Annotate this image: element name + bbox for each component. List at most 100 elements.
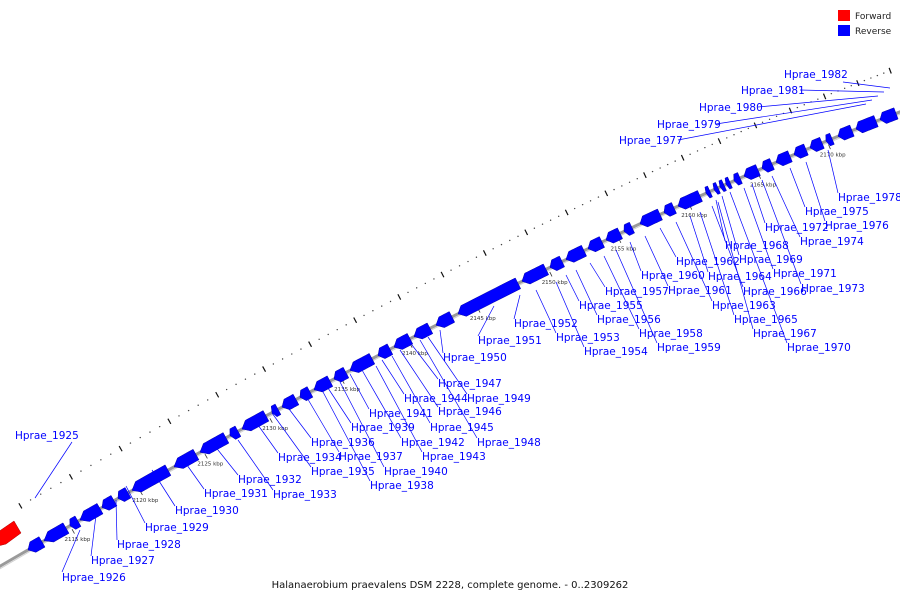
- gene-label[interactable]: Hprae_1935: [311, 466, 375, 478]
- gene-label[interactable]: Hprae_1966: [743, 286, 807, 298]
- gene-label[interactable]: Hprae_1927: [91, 555, 155, 567]
- gene-label[interactable]: Hprae_1975: [805, 206, 869, 218]
- gene-label[interactable]: Hprae_1979: [657, 119, 721, 131]
- gene-label[interactable]: Hprae_1969: [739, 254, 803, 266]
- gene-leader-line: [771, 175, 801, 238]
- gene-leader-line: [419, 339, 478, 439]
- gene-label[interactable]: Hprae_1959: [657, 342, 721, 354]
- gene-label[interactable]: Hprae_1943: [422, 451, 486, 463]
- gene-label[interactable]: Hprae_1970: [787, 342, 851, 354]
- gene-label[interactable]: Hprae_1978: [838, 192, 900, 204]
- scale-minor-dot: [541, 223, 544, 225]
- gene-feature-reverse: [718, 179, 727, 193]
- gene-leader-line: [399, 349, 439, 408]
- scale-minor-dot: [244, 378, 247, 380]
- gene-label[interactable]: Hprae_1930: [175, 505, 239, 517]
- gene-label[interactable]: Hprae_1980: [699, 102, 763, 114]
- gene-label[interactable]: Hprae_1957: [605, 286, 669, 298]
- gene-label[interactable]: Hprae_1940: [384, 466, 448, 478]
- gene-label[interactable]: Hprae_1962: [676, 256, 740, 268]
- kbp-tick-mark: [828, 144, 831, 150]
- gene-label[interactable]: Hprae_1981: [741, 85, 805, 97]
- gene-label[interactable]: Hprae_1973: [801, 283, 865, 295]
- scale-minor-dot: [830, 92, 833, 95]
- gene-label[interactable]: Hprae_1938: [370, 480, 434, 492]
- gene-label[interactable]: Hprae_1937: [339, 451, 403, 463]
- gene-feature-reverse: [704, 185, 713, 199]
- gene-leader-line: [629, 241, 642, 272]
- gene-leader-line: [644, 235, 669, 287]
- gene-leader-line: [349, 373, 370, 410]
- kbp-tick-mark: [269, 418, 273, 423]
- gene-label[interactable]: Hprae_1944: [404, 393, 468, 405]
- gene-feature-reverse: [117, 487, 132, 502]
- gene-leader-line: [761, 179, 802, 285]
- gene-label[interactable]: Hprae_1955: [579, 300, 643, 312]
- gene-label[interactable]: Hprae_1977: [619, 135, 683, 147]
- gene-label[interactable]: Hprae_1929: [145, 522, 209, 534]
- gene-label[interactable]: Hprae_1928: [117, 539, 181, 551]
- gene-label[interactable]: Hprae_1964: [708, 271, 772, 283]
- scale-minor-dot: [573, 207, 576, 210]
- gene-leader-line: [375, 365, 423, 453]
- scale-minor-dot: [696, 150, 699, 152]
- scale-minor-dot: [796, 106, 799, 109]
- gene-label[interactable]: Hprae_1925: [15, 430, 79, 442]
- gene-label[interactable]: Hprae_1926: [62, 572, 126, 584]
- gene-label[interactable]: Hprae_1963: [712, 300, 776, 312]
- gene-label[interactable]: Hprae_1961: [668, 285, 732, 297]
- scale-minor-dot: [850, 85, 852, 87]
- scale-minor-dot: [60, 481, 62, 484]
- gene-label[interactable]: Hprae_1949: [467, 393, 531, 405]
- gene-leader-line: [717, 201, 754, 330]
- gene-label[interactable]: Hprae_1950: [443, 352, 507, 364]
- kbp-tick-label: 2115 kbp: [64, 537, 90, 543]
- gene-feature-reverse: [377, 343, 394, 359]
- scale-minor-dot: [254, 373, 256, 375]
- gene-feature-reverse: [241, 410, 270, 432]
- gene-label[interactable]: Hprae_1948: [477, 437, 541, 449]
- gene-label[interactable]: Hprae_1958: [639, 328, 703, 340]
- gene-label[interactable]: Hprae_1931: [204, 488, 268, 500]
- scale-minor-dot: [876, 74, 879, 77]
- gene-label[interactable]: Hprae_1965: [734, 314, 798, 326]
- gene-feature-reverse: [639, 208, 663, 228]
- gene-label[interactable]: Hprae_1933: [273, 489, 337, 501]
- gene-feature-reverse: [299, 386, 314, 401]
- gene-label[interactable]: Hprae_1946: [438, 406, 502, 418]
- scale-minor-dot: [129, 442, 132, 444]
- scale-minor-dot: [381, 305, 383, 307]
- gene-label[interactable]: Hprae_1956: [597, 314, 661, 326]
- gene-leader-line: [391, 355, 431, 424]
- gene-label[interactable]: Hprae_1974: [800, 236, 864, 248]
- gene-label[interactable]: Hprae_1941: [369, 408, 433, 420]
- scale-major-dot: [717, 138, 722, 145]
- gene-leader-line: [381, 359, 405, 395]
- gene-label[interactable]: Hprae_1968: [725, 240, 789, 252]
- gene-leader-line: [181, 457, 205, 490]
- scale-minor-dot: [336, 328, 338, 331]
- gene-label[interactable]: Hprae_1932: [238, 474, 302, 486]
- gene-label[interactable]: Hprae_1971: [773, 268, 837, 280]
- gene-label[interactable]: Hprae_1945: [430, 422, 494, 434]
- gene-leader-line: [361, 369, 402, 439]
- gene-label[interactable]: Hprae_1954: [584, 346, 648, 358]
- scale-major-dot: [118, 445, 123, 452]
- gene-label[interactable]: Hprae_1947: [438, 378, 502, 390]
- gene-label[interactable]: Hprae_1952: [514, 318, 578, 330]
- scale-minor-dot: [80, 470, 82, 472]
- scale-minor-dot: [40, 493, 42, 495]
- gene-label[interactable]: Hprae_1936: [311, 437, 375, 449]
- gene-feature-reverse: [457, 277, 522, 317]
- gene-label[interactable]: Hprae_1982: [784, 69, 848, 81]
- gene-label[interactable]: Hprae_1951: [478, 335, 542, 347]
- gene-label[interactable]: Hprae_1934: [278, 452, 342, 464]
- gene-label[interactable]: Hprae_1942: [401, 437, 465, 449]
- gene-label[interactable]: Hprae_1967: [753, 328, 817, 340]
- gene-label[interactable]: Hprae_1972: [765, 222, 829, 234]
- gene-label[interactable]: Hprae_1960: [641, 270, 705, 282]
- gene-label[interactable]: Hprae_1939: [351, 422, 415, 434]
- gene-label[interactable]: Hprae_1976: [825, 220, 889, 232]
- gene-label[interactable]: Hprae_1953: [556, 332, 620, 344]
- gene-leader-line: [715, 199, 726, 242]
